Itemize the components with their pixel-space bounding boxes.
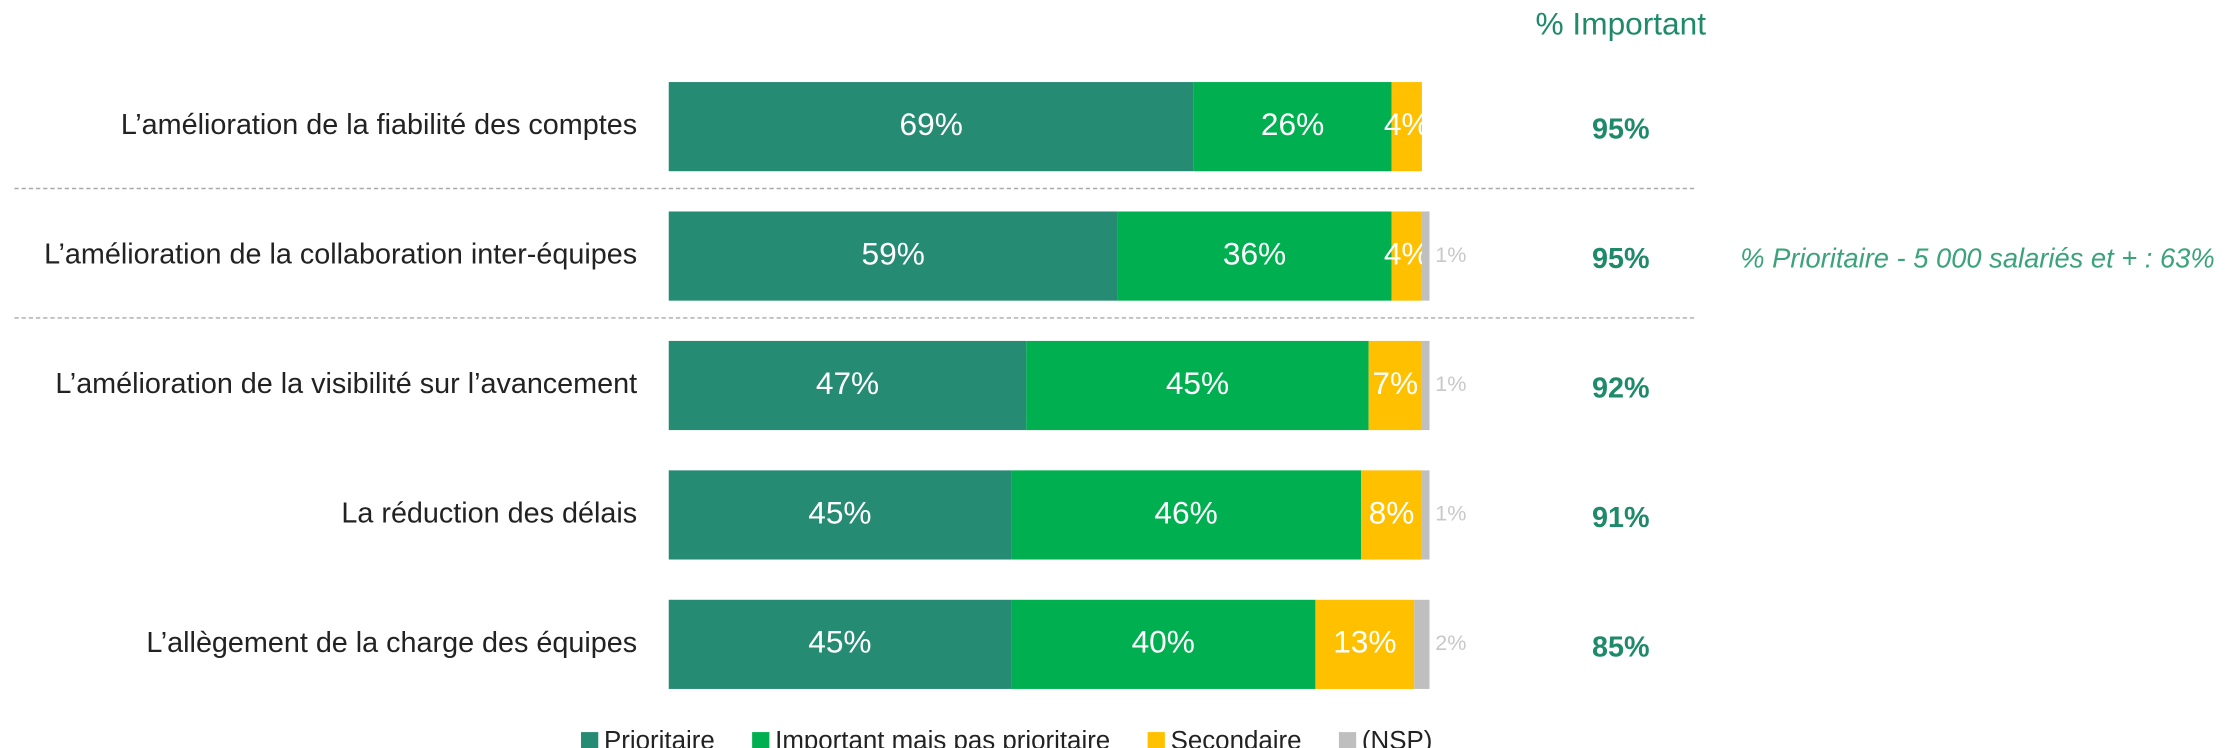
value-label: 7% (1372, 365, 1418, 401)
totals-title: % Important (1536, 5, 1707, 41)
bar-segment (1315, 599, 1415, 689)
value-label: 13% (1333, 624, 1396, 660)
value-label: 26% (1261, 106, 1324, 142)
legend-label: Secondaire (1171, 727, 1302, 748)
category-label: L’amélioration de la visibilité sur l’av… (55, 368, 637, 400)
value-label: 1% (1435, 242, 1466, 267)
value-label: 47% (816, 365, 879, 401)
legend-swatch (1338, 732, 1357, 748)
bar-segment (1193, 82, 1392, 172)
bar-segment (1011, 470, 1362, 560)
category-label: L’amélioration de la fiabilité des compt… (121, 109, 637, 141)
value-label: 2% (1435, 630, 1466, 655)
total-label: 95% (1592, 243, 1650, 275)
bar-segment (1368, 340, 1422, 431)
value-label: 45% (1166, 365, 1229, 401)
value-label: 46% (1154, 494, 1217, 530)
value-label: 40% (1132, 624, 1195, 660)
total-label: 85% (1592, 631, 1650, 663)
bar-segment (668, 470, 1012, 560)
bar-segment (1026, 340, 1369, 431)
total-label: 91% (1592, 502, 1650, 534)
value-label: 4% (1384, 106, 1430, 142)
bar-segment (668, 211, 1118, 301)
bar-segment (1361, 470, 1422, 560)
total-label: 92% (1592, 372, 1650, 404)
bar-segment (1421, 470, 1430, 560)
value-label: 8% (1369, 494, 1415, 530)
value-label: 45% (808, 624, 871, 660)
value-label: 59% (862, 235, 925, 271)
annotation: % Prioritaire - 5 000 salariés et + : 63… (1740, 243, 2214, 274)
bar-segment (1117, 211, 1392, 301)
total-label: 95% (1592, 114, 1650, 146)
legend-swatch (752, 732, 770, 748)
bar-segment (1421, 211, 1430, 301)
legend-swatch (1147, 732, 1165, 748)
value-label: 1% (1435, 371, 1466, 396)
bar-segment (1391, 211, 1422, 301)
value-label: 45% (808, 494, 871, 530)
legend-label: Prioritaire (604, 727, 715, 748)
bar-segment (1011, 599, 1316, 689)
bar-segment (668, 340, 1027, 431)
bar-segment (1391, 82, 1422, 172)
legend-label: (NSP) (1362, 727, 1432, 748)
value-label: 36% (1223, 235, 1286, 271)
bar-segment (668, 599, 1012, 689)
value-label: 1% (1435, 501, 1466, 526)
category-label: L’amélioration de la collaboration inter… (44, 239, 637, 271)
bar-segment (1414, 599, 1430, 689)
bar-segment (1421, 340, 1430, 431)
bar-segment (668, 82, 1194, 172)
legend-swatch (581, 732, 599, 748)
category-label: La réduction des délais (341, 498, 637, 530)
value-label: 69% (900, 106, 963, 142)
legend-label: Important mais pas prioritaire (775, 727, 1110, 748)
category-label: L’allègement de la charge des équipes (146, 627, 637, 659)
